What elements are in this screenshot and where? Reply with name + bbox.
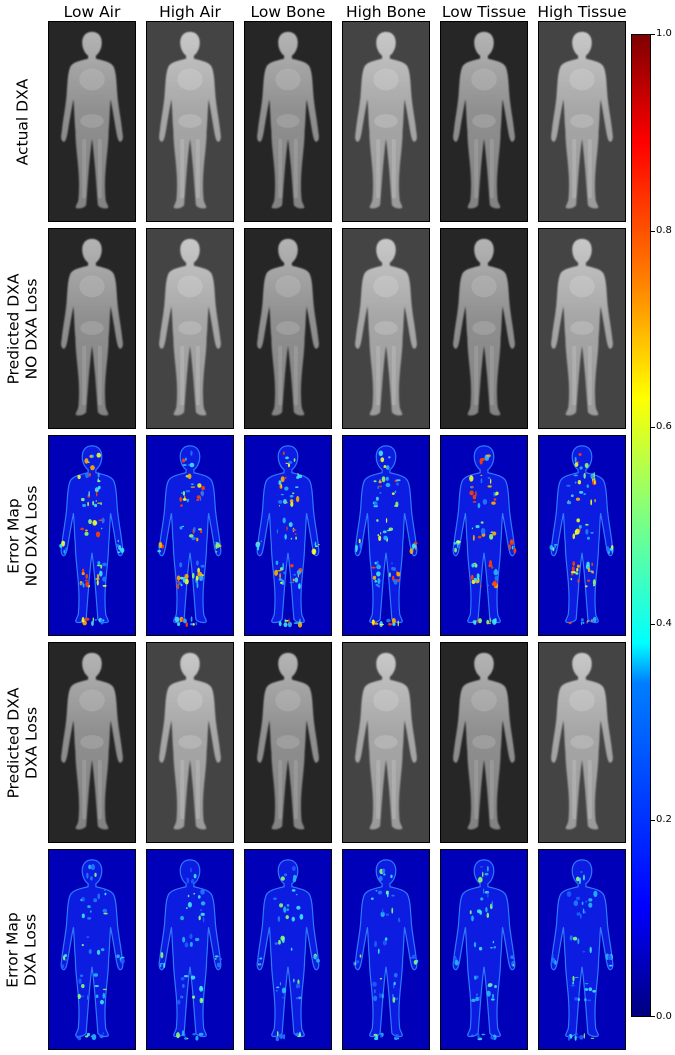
- dxa-image: [440, 21, 528, 222]
- dxa-image: [146, 21, 234, 222]
- dxa-image: [244, 228, 332, 429]
- error-map-image: [244, 849, 332, 1050]
- colorbar: [631, 34, 651, 1017]
- row-label-line: Predicted DXA: [4, 273, 23, 384]
- row-label: Predicted DXA DXA Loss: [2, 642, 42, 843]
- error-map-image: [538, 435, 626, 636]
- row-label: Predicted DXA NO DXA Loss: [2, 228, 42, 429]
- row-label-line: Error Map: [4, 497, 22, 574]
- row-label-line: Predicted DXA: [4, 687, 23, 798]
- dxa-image: [538, 228, 626, 429]
- dxa-image: [538, 21, 626, 222]
- colorbar-tick: [651, 427, 655, 429]
- dxa-image: [244, 642, 332, 843]
- dxa-image: [48, 21, 136, 222]
- error-map-image: [48, 435, 136, 636]
- colorbar-tick-label: 0.4: [656, 617, 672, 629]
- colorbar-tick-label: 0.6: [656, 421, 672, 433]
- dxa-image: [342, 21, 430, 222]
- colorbar-tick-label: 0.0: [656, 1011, 672, 1022]
- column-title: Low Bone: [250, 3, 326, 21]
- error-map-image: [146, 849, 234, 1050]
- row-label: Error Map NO DXA Loss: [2, 435, 42, 636]
- row-label-line: NO DXA Loss: [22, 485, 40, 586]
- colorbar-tick: [651, 34, 655, 35]
- error-map-image: [440, 849, 528, 1050]
- row-label: Error Map DXA Loss: [2, 849, 42, 1050]
- column-title: Low Air: [63, 3, 121, 21]
- colorbar-tick: [651, 230, 655, 232]
- colorbar-tick: [651, 820, 655, 822]
- dxa-image: [48, 228, 136, 429]
- dxa-image: [244, 21, 332, 222]
- row-label-line: DXA Loss: [22, 913, 41, 986]
- dxa-image: [342, 642, 430, 843]
- column-title: Low Tissue: [441, 3, 527, 21]
- column-title: High Air: [159, 3, 221, 21]
- dxa-image: [538, 642, 626, 843]
- dxa-image: [440, 228, 528, 429]
- column-title: High Tissue: [537, 3, 627, 21]
- dxa-image: [440, 642, 528, 843]
- dxa-image: [342, 228, 430, 429]
- error-map-image: [244, 435, 332, 636]
- colorbar-tick-label: 0.8: [656, 224, 672, 236]
- error-map-image: [342, 849, 430, 1050]
- colorbar-tick: [651, 1016, 655, 1017]
- error-map-image: [48, 849, 136, 1050]
- column-title: High Bone: [345, 3, 427, 21]
- dxa-image: [146, 642, 234, 843]
- row-label-line: Actual DXA: [13, 78, 31, 165]
- error-map-image: [146, 435, 234, 636]
- colorbar-tick-label: 0.2: [656, 814, 672, 826]
- row-label-line: NO DXA Loss: [22, 278, 41, 379]
- row-label: Actual DXA: [2, 21, 42, 222]
- colorbar-tick: [651, 623, 655, 625]
- colorbar-tick-label: 1.0: [656, 28, 672, 39]
- error-map-image: [440, 435, 528, 636]
- error-map-image: [538, 849, 626, 1050]
- dxa-image: [146, 228, 234, 429]
- row-label-line: Error Map: [4, 911, 23, 988]
- row-label-line: DXA Loss: [22, 706, 41, 779]
- error-map-image: [342, 435, 430, 636]
- dxa-image: [48, 642, 136, 843]
